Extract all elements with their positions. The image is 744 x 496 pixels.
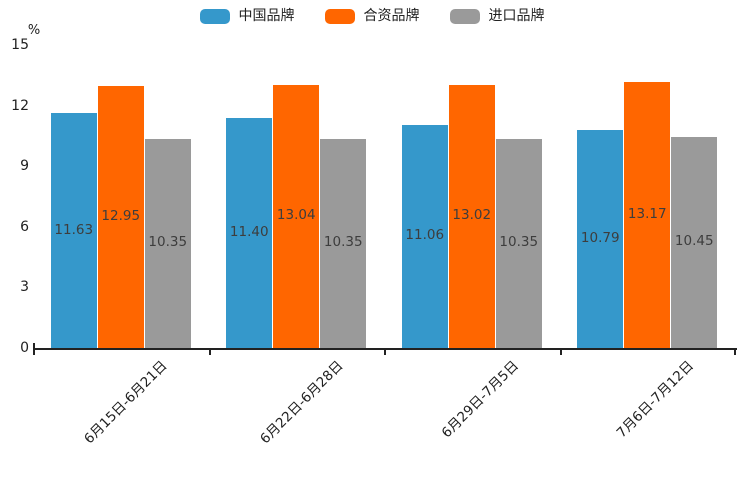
y-tick-label: 15 — [11, 37, 29, 53]
bar — [320, 138, 367, 348]
x-tick-label: 7月6日-7月12日 — [614, 357, 698, 442]
bar — [671, 136, 718, 348]
bar — [226, 117, 273, 348]
legend-label: 进口品牌 — [488, 8, 545, 24]
x-axis-line — [33, 348, 737, 350]
bar-value-label: 11.06 — [405, 227, 445, 244]
bar — [97, 86, 144, 348]
bar — [624, 81, 671, 348]
bar — [144, 138, 191, 348]
legend-swatch — [199, 9, 230, 24]
legend-swatch — [449, 9, 480, 24]
x-axis-tick — [208, 350, 211, 355]
bar-value-label: 11.63 — [54, 221, 94, 238]
bar — [448, 84, 495, 348]
bar-value-label: 10.79 — [580, 230, 620, 247]
y-tick-label: 12 — [11, 97, 29, 114]
y-axis-spine-stub — [33, 343, 35, 348]
bar — [495, 138, 542, 348]
bar-value-label: 13.02 — [452, 207, 492, 224]
bar-value-label: 11.40 — [229, 223, 269, 240]
x-axis-tick — [734, 350, 736, 355]
legend-item: 中国品牌 — [199, 8, 295, 24]
chart-legend: 中国品牌 合资品牌 进口品牌 — [0, 9, 744, 24]
y-axis-unit-label: % — [27, 23, 41, 38]
legend-item: 进口品牌 — [449, 8, 545, 24]
bar-value-label: 10.35 — [148, 234, 188, 251]
x-axis-tick — [384, 350, 386, 355]
bar-value-label: 13.17 — [627, 205, 667, 222]
bar-value-label: 10.45 — [674, 233, 714, 250]
bar-value-label: 10.35 — [499, 234, 539, 251]
x-axis-tick — [33, 350, 35, 355]
y-tick-label: 3 — [20, 279, 29, 296]
x-tick-label: 6月29日-7月5日 — [438, 357, 522, 442]
y-tick-label: 9 — [20, 158, 29, 175]
legend-item: 合资品牌 — [324, 8, 420, 24]
bar-value-label: 10.35 — [323, 234, 363, 251]
bar — [273, 84, 320, 348]
x-axis-tick — [559, 350, 562, 355]
x-tick-label: 6月15日-6月21日 — [81, 357, 171, 448]
bar-value-label: 12.95 — [101, 208, 141, 225]
bar — [50, 113, 97, 348]
legend-swatch — [324, 9, 355, 24]
y-tick-label: 0 — [20, 340, 29, 356]
bar — [401, 124, 448, 348]
bar-value-label: 13.04 — [276, 207, 316, 224]
bar — [577, 130, 624, 348]
legend-label: 合资品牌 — [363, 8, 420, 24]
y-tick-label: 6 — [20, 218, 29, 235]
x-tick-label: 6月22日-6月28日 — [257, 357, 347, 448]
legend-label: 中国品牌 — [238, 8, 295, 24]
